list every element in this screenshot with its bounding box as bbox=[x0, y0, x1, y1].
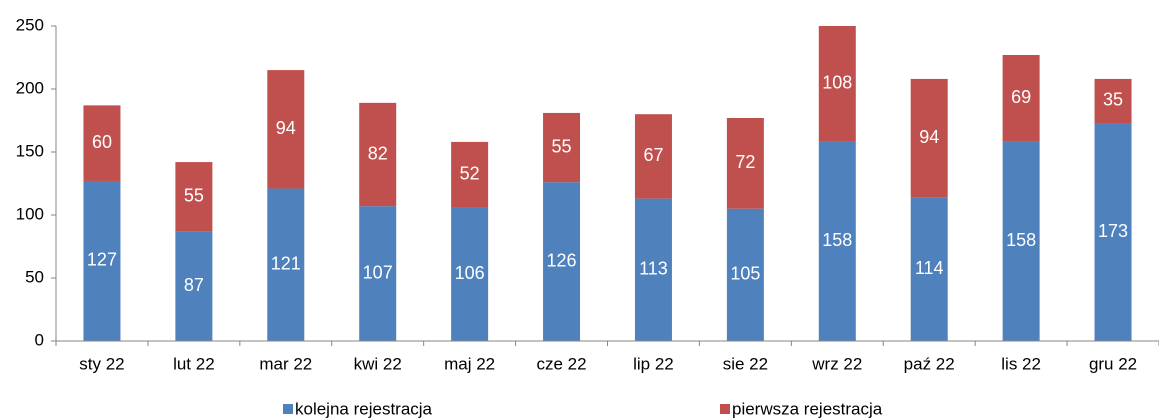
bar-segment bbox=[1094, 78, 1132, 124]
bar-segment bbox=[175, 162, 213, 232]
data-label: 55 bbox=[184, 185, 204, 205]
data-label: 94 bbox=[919, 127, 939, 147]
bar-segment bbox=[818, 26, 856, 142]
data-label: 114 bbox=[915, 258, 944, 278]
x-tick-label: cze 22 bbox=[536, 354, 586, 373]
bar-segment bbox=[359, 206, 397, 341]
y-tick-label: 150 bbox=[16, 141, 44, 160]
bar-segment bbox=[634, 198, 672, 341]
x-tick-label: paź 22 bbox=[904, 354, 955, 373]
data-label: 127 bbox=[87, 250, 117, 270]
x-tick-label: maj 22 bbox=[444, 354, 495, 373]
data-label: 72 bbox=[735, 152, 755, 172]
y-tick-label: 0 bbox=[35, 330, 44, 349]
data-label: 67 bbox=[643, 145, 663, 165]
data-label: 107 bbox=[363, 262, 393, 282]
x-tick-label: gru 22 bbox=[1089, 354, 1137, 373]
bar-segment bbox=[726, 117, 764, 209]
bar-segment bbox=[1002, 54, 1040, 142]
plot-area bbox=[83, 26, 1132, 341]
bar-segment bbox=[267, 188, 305, 341]
data-label: 52 bbox=[460, 163, 480, 183]
x-tick-label: mar 22 bbox=[259, 354, 312, 373]
legend-swatch bbox=[720, 404, 730, 414]
y-tick-label: 250 bbox=[16, 15, 44, 34]
bar-segment bbox=[83, 105, 121, 181]
y-tick-label: 50 bbox=[25, 267, 44, 286]
bar-segment bbox=[818, 141, 856, 341]
legend-swatch bbox=[283, 404, 293, 414]
bar-segment bbox=[543, 112, 581, 183]
data-label: 113 bbox=[639, 259, 668, 279]
legend-label: pierwsza rejestracja bbox=[732, 399, 883, 418]
x-tick-label: kwi 22 bbox=[354, 354, 402, 373]
x-tick-label: lis 22 bbox=[1001, 354, 1041, 373]
data-label: 126 bbox=[547, 250, 577, 270]
data-label: 35 bbox=[1103, 90, 1123, 110]
bar-segment bbox=[634, 114, 672, 199]
data-label: 173 bbox=[1098, 221, 1128, 241]
bar-segment bbox=[543, 182, 581, 341]
bar-segment bbox=[1094, 123, 1132, 341]
bar-segment bbox=[451, 141, 489, 208]
data-label: 55 bbox=[552, 136, 572, 156]
y-tick-label: 200 bbox=[16, 78, 44, 97]
data-label: 158 bbox=[822, 230, 852, 250]
data-label: 106 bbox=[455, 263, 485, 283]
data-label: 121 bbox=[271, 254, 301, 274]
x-tick-label: sie 22 bbox=[723, 354, 768, 373]
bar-segment bbox=[726, 208, 764, 341]
legend-label: kolejna rejestracja bbox=[295, 399, 433, 418]
data-label: 158 bbox=[1006, 230, 1036, 250]
data-label: 108 bbox=[822, 73, 852, 93]
x-tick-label: lut 22 bbox=[173, 354, 215, 373]
data-label: 87 bbox=[184, 275, 204, 295]
bar-segment bbox=[267, 70, 305, 189]
bar-segment bbox=[83, 180, 121, 341]
bar-segment bbox=[910, 78, 948, 198]
data-label: 60 bbox=[92, 132, 112, 152]
bar-segment bbox=[175, 231, 213, 341]
y-tick-label: 100 bbox=[16, 204, 44, 223]
x-tick-label: sty 22 bbox=[79, 354, 124, 373]
x-tick-label: lip 22 bbox=[633, 354, 674, 373]
x-tick-label: wrz 22 bbox=[811, 354, 862, 373]
data-label: 69 bbox=[1011, 87, 1031, 107]
bar-segment bbox=[359, 102, 397, 207]
bar-segment bbox=[451, 207, 489, 341]
bar-segment bbox=[1002, 141, 1040, 341]
data-label: 105 bbox=[730, 264, 760, 284]
bar-segment bbox=[910, 197, 948, 341]
data-label: 94 bbox=[276, 118, 296, 138]
data-label: 82 bbox=[368, 143, 388, 163]
